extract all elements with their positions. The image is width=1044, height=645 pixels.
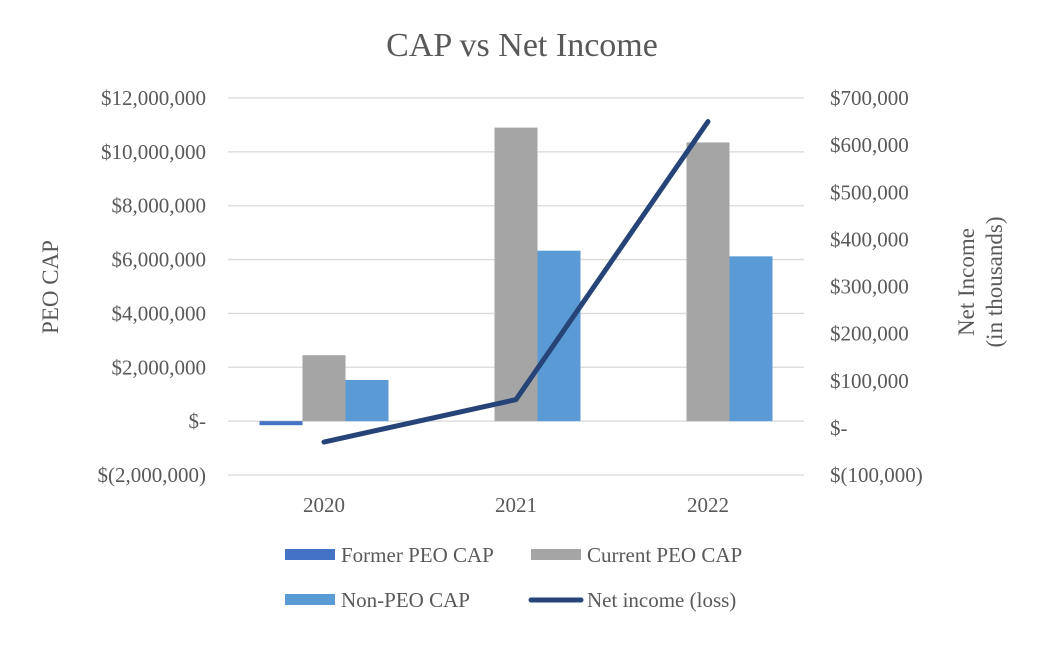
right-tick-label: $500,000 [830,180,909,204]
x-axis-ticks: 2020 2021 2022 [303,493,729,517]
right-tick-label: $600,000 [830,133,909,157]
legend: Former PEO CAP Current PEO CAP Non-PEO CAP… [285,543,742,612]
legend-swatch-non-peo-cap [285,594,335,605]
left-tick-label: $10,000,000 [101,140,206,164]
left-axis-title: PEO CAP [38,240,63,334]
right-tick-label: $700,000 [830,86,909,110]
left-tick-label: $2,000,000 [112,355,207,379]
legend-swatch-current-peo-cap [531,549,581,560]
x-tick-label: 2022 [687,493,729,517]
right-tick-label: $300,000 [830,275,909,299]
left-tick-label: $6,000,000 [112,248,207,272]
left-tick-label: $4,000,000 [112,301,207,325]
bar-current-peo-cap [302,355,346,422]
right-tick-label: $- [830,416,848,440]
legend-label-non-peo-cap: Non-PEO CAP [341,588,470,612]
right-tick-label: $400,000 [830,227,909,251]
right-tick-label: $200,000 [830,322,909,346]
legend-label-former-peo-cap: Former PEO CAP [341,543,494,567]
legend-label-current-peo-cap: Current PEO CAP [587,543,742,567]
chart-title: CAP vs Net Income [386,27,658,64]
left-tick-label: $8,000,000 [112,194,207,218]
left-tick-label: $(2,000,000) [98,463,207,487]
bar-former-peo-cap [259,421,303,426]
right-tick-label: $100,000 [830,369,909,393]
left-tick-label: $12,000,000 [101,86,206,110]
right-axis-ticks: $(100,000) $- $100,000 $200,000 $300,000 $400… [830,86,923,487]
right-axis-title-line1: Net Income [954,228,979,336]
bar-current-peo-cap [494,127,538,422]
x-tick-label: 2020 [303,493,345,517]
bar-non-peo-cap [729,256,773,422]
bar-group [259,127,773,426]
legend-swatch-former-peo-cap [285,549,335,560]
left-axis-ticks: $(2,000,000) $- $2,000,000 $4,000,000 $6,000… [98,86,207,487]
x-tick-label: 2021 [495,493,537,517]
bar-current-peo-cap [686,142,730,422]
right-axis-title-line2: (in thousands) [982,217,1007,348]
bar-non-peo-cap [345,379,389,422]
line-group [321,119,711,445]
legend-label-net-income-loss: Net income (loss) [587,588,736,612]
right-tick-label: $(100,000) [830,463,923,487]
left-tick-label: $- [189,409,207,433]
